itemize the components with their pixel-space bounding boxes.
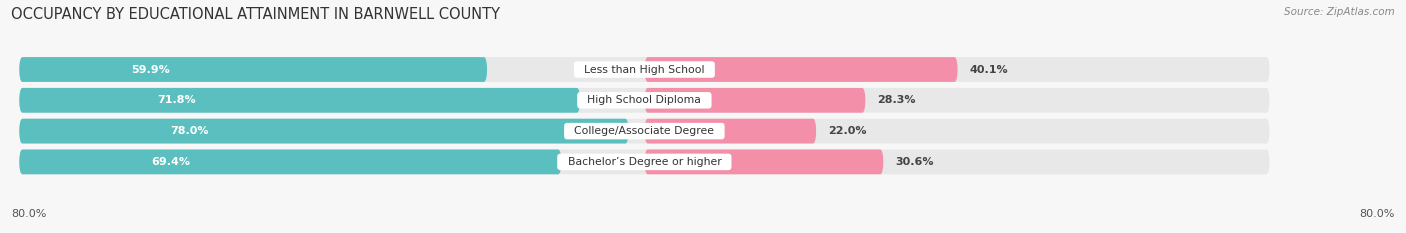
Text: 78.0%: 78.0% — [170, 126, 209, 136]
FancyBboxPatch shape — [644, 57, 957, 82]
FancyBboxPatch shape — [20, 119, 628, 144]
FancyBboxPatch shape — [20, 150, 1270, 174]
Text: 30.6%: 30.6% — [896, 157, 934, 167]
Text: 22.0%: 22.0% — [828, 126, 866, 136]
FancyBboxPatch shape — [644, 119, 817, 144]
Text: 71.8%: 71.8% — [157, 95, 195, 105]
Text: Source: ZipAtlas.com: Source: ZipAtlas.com — [1284, 7, 1395, 17]
Text: 69.4%: 69.4% — [152, 157, 190, 167]
Text: Bachelor’s Degree or higher: Bachelor’s Degree or higher — [561, 157, 728, 167]
FancyBboxPatch shape — [20, 119, 1270, 144]
FancyBboxPatch shape — [20, 57, 1270, 82]
FancyBboxPatch shape — [20, 88, 1270, 113]
Text: 28.3%: 28.3% — [877, 95, 915, 105]
FancyBboxPatch shape — [20, 57, 488, 82]
Text: OCCUPANCY BY EDUCATIONAL ATTAINMENT IN BARNWELL COUNTY: OCCUPANCY BY EDUCATIONAL ATTAINMENT IN B… — [11, 7, 501, 22]
Text: 80.0%: 80.0% — [11, 209, 46, 219]
FancyBboxPatch shape — [644, 150, 883, 174]
Text: 80.0%: 80.0% — [1360, 209, 1395, 219]
Text: College/Associate Degree: College/Associate Degree — [568, 126, 721, 136]
Text: 59.9%: 59.9% — [131, 65, 170, 75]
Text: High School Diploma: High School Diploma — [581, 95, 709, 105]
Text: 40.1%: 40.1% — [970, 65, 1008, 75]
FancyBboxPatch shape — [20, 88, 581, 113]
FancyBboxPatch shape — [20, 150, 561, 174]
FancyBboxPatch shape — [644, 88, 866, 113]
Text: Less than High School: Less than High School — [576, 65, 711, 75]
